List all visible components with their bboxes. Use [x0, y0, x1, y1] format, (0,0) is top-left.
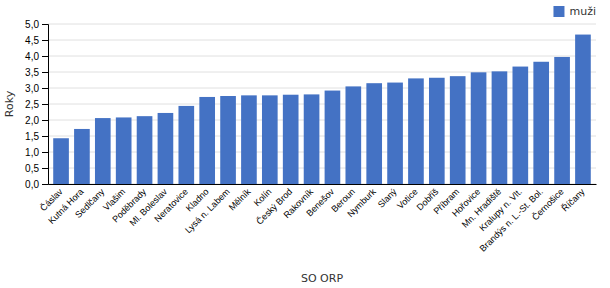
bar	[199, 97, 215, 184]
bar	[471, 72, 487, 184]
tick-label: 4,0	[25, 51, 39, 62]
tick: Nymburk	[345, 186, 378, 219]
tick-label: 5,0	[25, 19, 39, 30]
y-axis: 0,0 0,5 1,0 1,5 2,0 2,5 3,0 3,5 4,0 4,5 5,0	[25, 19, 48, 190]
tick: Sedlčany	[73, 186, 107, 220]
bar	[366, 83, 382, 184]
tick-label: 0,0	[25, 179, 39, 190]
tick-label: Slaný	[376, 186, 399, 209]
tick-label: 4,5	[25, 35, 39, 46]
bar	[345, 86, 361, 184]
tick: Lysá n. Labem	[183, 187, 232, 236]
bar	[53, 138, 69, 184]
bar	[304, 94, 320, 184]
grid-line	[48, 56, 596, 57]
bar	[178, 106, 194, 184]
tick: 0,5	[25, 163, 48, 174]
tick: Benešov	[304, 186, 336, 218]
bars	[53, 35, 591, 184]
legend-label: muži	[569, 5, 596, 18]
tick: 1,0	[25, 147, 48, 158]
tick-mark	[42, 104, 48, 105]
tick-mark	[42, 72, 48, 73]
bar	[554, 57, 570, 184]
bar	[492, 71, 508, 184]
tick-label: 2,0	[25, 115, 39, 126]
tick-mark	[42, 40, 48, 41]
tick-label: 1,5	[25, 131, 39, 142]
tick-label: Sedlčany	[73, 186, 107, 220]
tick-label: 2,5	[25, 99, 39, 110]
tick-label: 0,5	[25, 163, 39, 174]
tick-mark	[42, 168, 48, 169]
bar	[241, 95, 257, 184]
bar	[220, 96, 236, 184]
tick-label: 1,0	[25, 147, 39, 158]
tick: 0,0	[25, 179, 48, 190]
legend-swatch	[553, 6, 564, 17]
bar	[74, 129, 90, 184]
tick-label: 3,5	[25, 67, 39, 78]
tick: Mělník	[227, 186, 253, 212]
tick: Slaný	[376, 186, 399, 209]
axis-line	[42, 25, 49, 185]
tick-mark	[42, 24, 48, 25]
tick-mark	[42, 56, 48, 57]
bar	[408, 78, 424, 184]
tick-label: Lysá n. Labem	[183, 187, 232, 236]
bar	[450, 76, 466, 184]
bar	[116, 117, 132, 184]
x-axis: ČáslavKutná HoraSedlčanyVlašimPoděbradyM…	[38, 185, 596, 254]
tick-mark	[42, 88, 48, 89]
tick: 2,0	[25, 115, 48, 126]
chart: 0,0 0,5 1,0 1,5 2,0 2,5 3,0 3,5 4,0 4,5 5,0 ČáslavK…	[0, 0, 610, 288]
axis-line	[49, 184, 597, 185]
tick: 1,5	[25, 131, 48, 142]
bar	[158, 113, 174, 184]
bar	[283, 95, 299, 184]
tick: 4,5	[25, 35, 48, 46]
tick: 4,0	[25, 51, 48, 62]
grid-line	[48, 24, 596, 25]
bar	[95, 118, 111, 184]
tick-mark	[42, 152, 48, 153]
tick-mark	[42, 120, 48, 121]
bar	[575, 35, 591, 184]
plot-area: 0,0 0,5 1,0 1,5 2,0 2,5 3,0 3,5 4,0 4,5 5,0 ČáslavK…	[25, 19, 596, 254]
bar	[137, 116, 153, 184]
tick: 2,5	[25, 99, 48, 110]
tick-label: Říčany	[560, 186, 587, 213]
bar	[512, 67, 528, 184]
tick-mark	[42, 184, 48, 185]
grid	[48, 24, 596, 184]
x-axis-title: SO ORP	[301, 272, 343, 285]
bar	[429, 78, 445, 184]
y-axis-title: Roky	[3, 90, 16, 117]
bar	[262, 95, 278, 184]
bar	[533, 62, 549, 184]
tick-label: 3,0	[25, 83, 39, 94]
grid-line	[48, 40, 596, 41]
bar	[325, 91, 341, 184]
tick-label: Mělník	[227, 186, 253, 212]
tick: 3,5	[25, 67, 48, 78]
bar	[387, 83, 403, 184]
tick: 5,0	[25, 19, 48, 30]
legend: muži	[553, 5, 596, 18]
tick-mark	[42, 136, 48, 137]
tick: Říčany	[560, 186, 587, 213]
tick: 3,0	[25, 83, 48, 94]
tick-label: Nymburk	[345, 186, 378, 219]
tick-label: Benešov	[304, 186, 336, 218]
